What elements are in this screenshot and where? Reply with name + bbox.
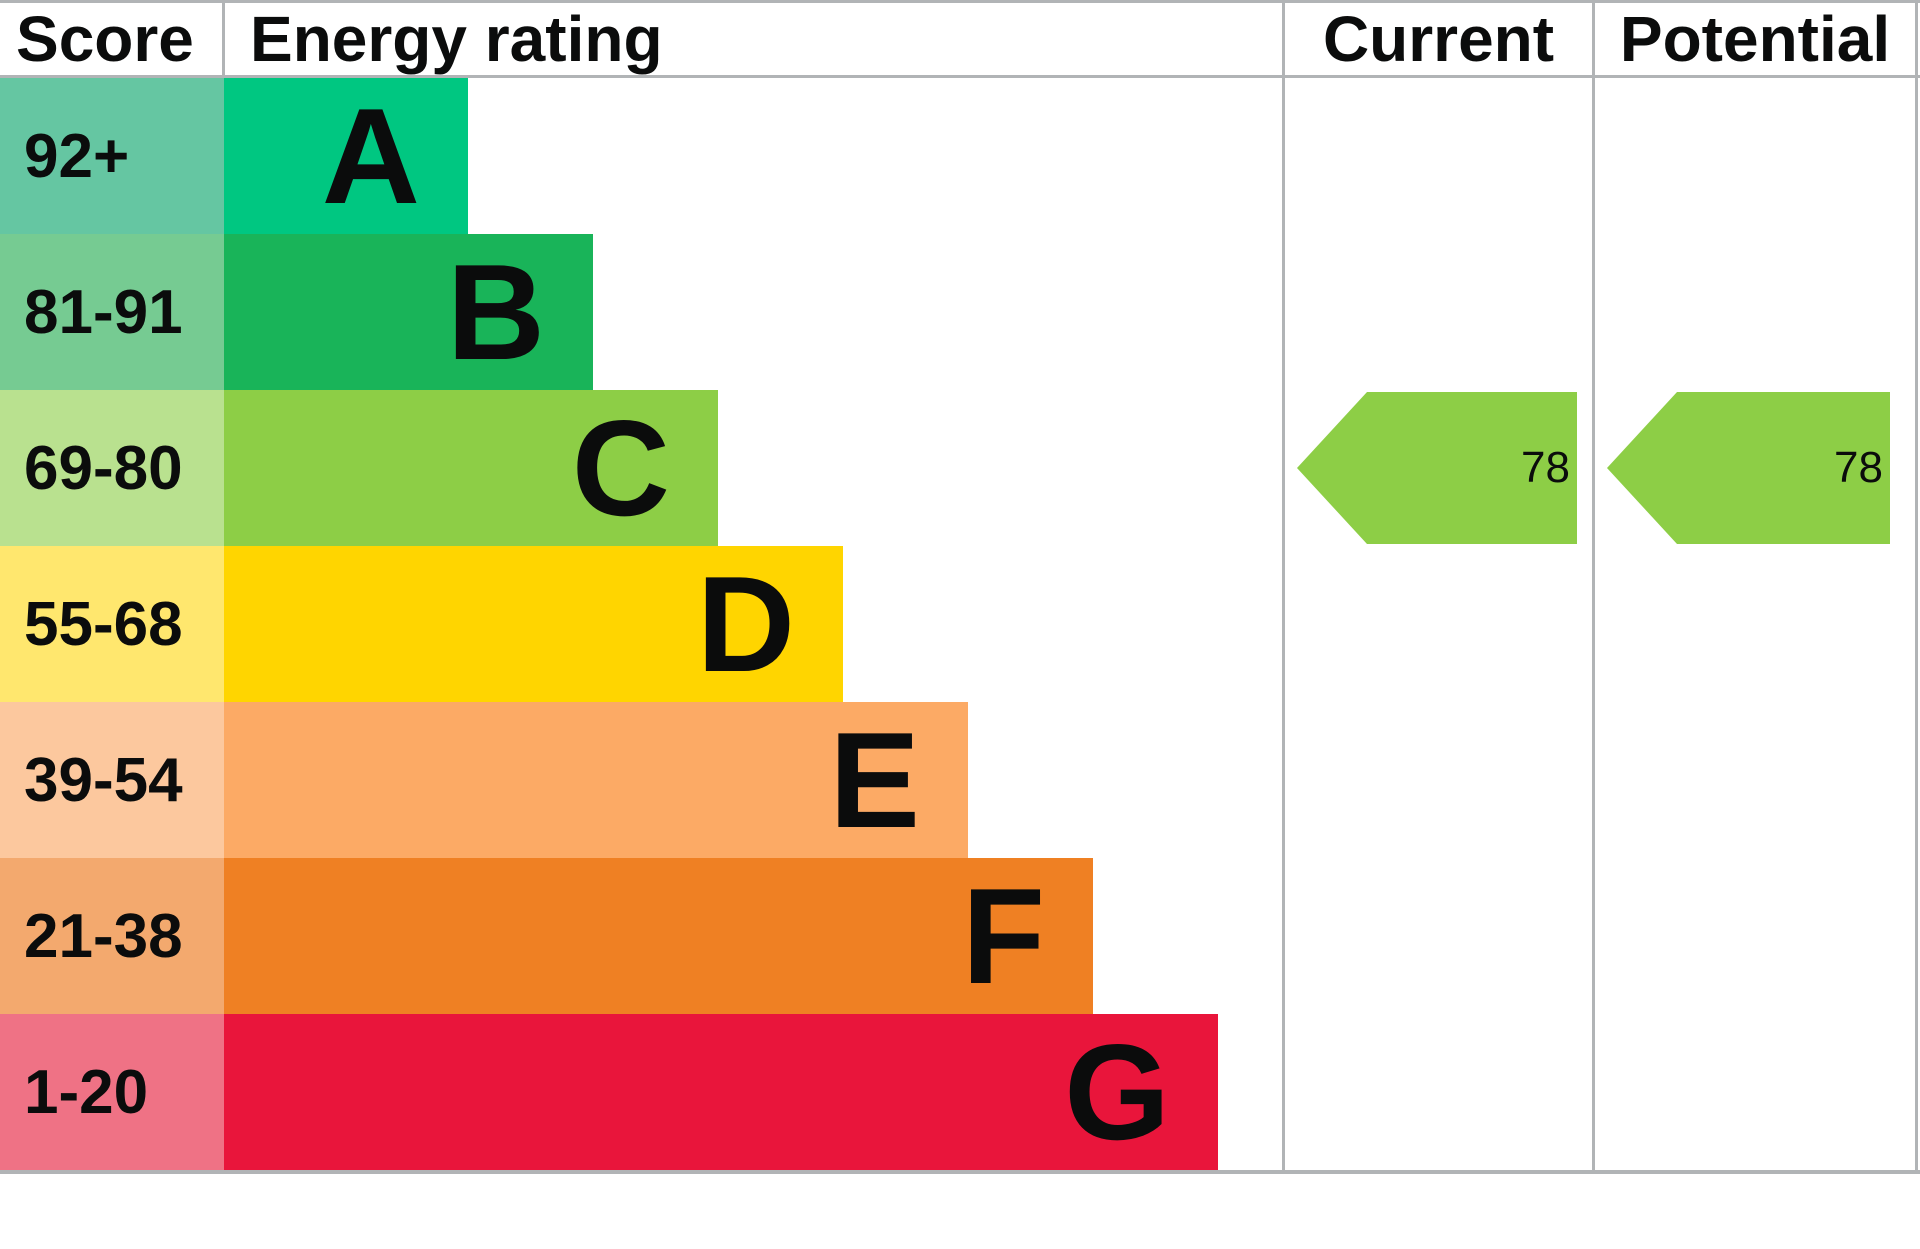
band-bar-e: E: [224, 702, 968, 858]
band-row-g: 1-20 G: [0, 1014, 1920, 1170]
band-bar-d: D: [224, 546, 843, 702]
band-row-f: 21-38 F: [0, 858, 1920, 1014]
header-underline: [0, 75, 1920, 78]
score-range-a: 92+: [0, 78, 224, 234]
score-range-b: 81-91: [0, 234, 224, 390]
band-bar-c: C: [224, 390, 718, 546]
band-row-a: 92+ A: [0, 78, 1920, 234]
right-border-line: [1915, 0, 1918, 1174]
score-range-c: 69-80: [0, 390, 224, 546]
potential-column-divider: [1592, 0, 1595, 1174]
current-rating-value: 78: [1521, 443, 1570, 492]
potential-rating-value: 78: [1834, 443, 1883, 492]
band-row-e: 39-54 E: [0, 702, 1920, 858]
score-range-e: 39-54: [0, 702, 224, 858]
potential-rating-arrow: 78: [1607, 392, 1890, 544]
band-row-b: 81-91 B: [0, 234, 1920, 390]
band-row-d: 55-68 D: [0, 546, 1920, 702]
current-column-header: Current: [1322, 3, 1555, 75]
top-border-line: [0, 0, 1920, 3]
band-bar-a: A: [224, 78, 468, 234]
score-range-d: 55-68: [0, 546, 224, 702]
band-row-c: 69-80 C: [0, 390, 1920, 546]
score-column-header: Score: [16, 3, 194, 75]
score-range-f: 21-38: [0, 858, 224, 1014]
bottom-border-line: [0, 1170, 1920, 1174]
potential-column-header: Potential: [1619, 3, 1891, 75]
current-column-divider: [1282, 0, 1285, 1174]
band-bar-g: G: [224, 1014, 1218, 1170]
score-range-g: 1-20: [0, 1014, 224, 1170]
band-bar-b: B: [224, 234, 593, 390]
score-header-divider: [222, 0, 225, 78]
band-bar-f: F: [224, 858, 1093, 1014]
energy-rating-column-header: Energy rating: [250, 3, 663, 75]
